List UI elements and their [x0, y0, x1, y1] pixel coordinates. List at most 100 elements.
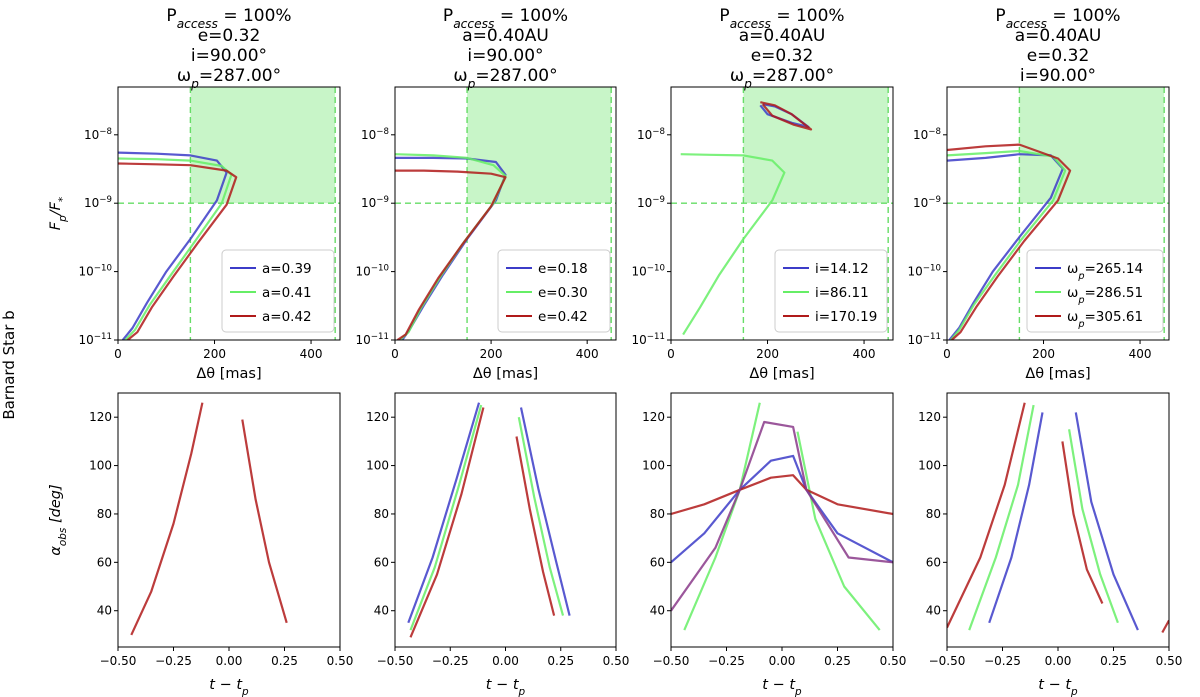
- y-tick-label: 120: [918, 410, 941, 424]
- series-line: [517, 416, 565, 616]
- series-line: [680, 153, 786, 336]
- legend: e=0.18 e=0.30 e=0.42: [497, 249, 611, 333]
- accessible-region: [743, 87, 889, 204]
- legend-box: [221, 249, 335, 333]
- legend-label: a=0.39: [262, 261, 312, 277]
- x-tick-label: −0.50: [100, 654, 137, 668]
- x-tick-label: 0.25: [547, 654, 574, 668]
- panel-bottom-3: −0.50 −0.25 0.00 0.25 0.50 40 60 80 100 120 t − tp: [642, 392, 906, 697]
- x-tick-label: 0: [391, 347, 399, 361]
- x-tick-label: 0.00: [769, 654, 796, 668]
- x-tick-label: 0: [943, 347, 951, 361]
- accessible-region: [467, 87, 612, 204]
- legend-label: ωp=286.51: [1067, 285, 1143, 306]
- x-tick-label: −0.25: [984, 654, 1021, 668]
- axes-frame: [117, 86, 341, 341]
- accessible-region: [1019, 87, 1165, 204]
- y-tick-label: 60: [97, 555, 112, 569]
- x-tick-label: −0.25: [155, 654, 192, 668]
- x-tick-label: 200: [1032, 347, 1055, 361]
- series-line: [515, 436, 556, 616]
- panel-title-line: Paccess = 100%: [995, 6, 1120, 31]
- axes-frame: [670, 86, 894, 341]
- series-line: [409, 404, 483, 631]
- series-line: [968, 404, 1035, 631]
- legend: ωp=265.14 ωp=286.51 ωp=305.61: [1026, 249, 1164, 333]
- y-tick-label: 10−10: [632, 264, 665, 279]
- y-tick-label: 10−8: [913, 127, 941, 142]
- legend-label: e=0.42: [538, 309, 588, 325]
- legend-label: a=0.42: [262, 309, 312, 325]
- accessible-region: [190, 87, 336, 204]
- legend-label: ωp=265.14: [1067, 261, 1143, 282]
- panel-title-line: e=0.32: [1027, 46, 1090, 66]
- series-line: [1061, 441, 1104, 604]
- legend-label: e=0.18: [538, 261, 588, 277]
- panel-bottom-1: −0.50 −0.25 0.00 0.25 0.50 40 60 80 100 120 t − tp…: [48, 392, 354, 697]
- series-line: [241, 419, 288, 624]
- y-tick-label: 60: [650, 555, 665, 569]
- row-label: Barnard Star b: [0, 310, 18, 419]
- series-line: [118, 157, 233, 340]
- y-tick-label: 80: [97, 507, 112, 521]
- y-tick-label: 10−9: [913, 195, 941, 210]
- x-tick-label: −0.25: [708, 654, 745, 668]
- y-tick-label: 120: [366, 410, 389, 424]
- y-tick-label: 10−9: [637, 195, 665, 210]
- axes-frame: [394, 86, 617, 341]
- x-axis-label: Δθ [mas]: [473, 366, 538, 382]
- series-line: [671, 454, 893, 564]
- y-tick-label: 100: [89, 459, 112, 473]
- legend-box: [774, 249, 888, 333]
- x-tick-label: 0: [667, 347, 675, 361]
- panel-title-line: Paccess = 100%: [166, 6, 291, 31]
- axes-frame: [394, 392, 617, 648]
- x-tick-label: 0.25: [1100, 654, 1127, 668]
- series-line: [395, 169, 507, 340]
- panel-title-line: a=0.40AU: [739, 26, 826, 46]
- panel-title-line: Paccess = 100%: [719, 6, 844, 31]
- x-axis-label: Δθ [mas]: [1025, 366, 1090, 382]
- legend-box: [1026, 249, 1164, 333]
- y-tick-label: 10−11: [908, 332, 941, 347]
- panel-title-line: ωp=287.00°: [453, 66, 557, 91]
- x-tick-label: −0.50: [653, 654, 690, 668]
- series-line: [1161, 619, 1169, 634]
- panel-title-line: i=90.00°: [467, 46, 543, 66]
- series-line: [407, 402, 481, 624]
- series-line: [1068, 429, 1119, 624]
- panel-bottom-2: −0.50 −0.25 0.00 0.25 0.50 40 60 80 100 120 t − tp: [366, 392, 629, 697]
- legend: a=0.39 a=0.41 a=0.42: [221, 249, 335, 333]
- x-axis-label: t − tp: [486, 677, 526, 697]
- series-line: [671, 474, 893, 516]
- y-tick-label: 10−8: [637, 127, 665, 142]
- y-tick-label: 120: [89, 410, 112, 424]
- y-tick-label: 100: [642, 459, 665, 473]
- y-tick-label: 10−9: [361, 195, 389, 210]
- series-line: [796, 431, 881, 631]
- y-tick-label: 10−10: [356, 264, 389, 279]
- x-axis-label: t − tp: [1038, 677, 1078, 697]
- x-tick-label: 0.50: [327, 654, 354, 668]
- axes-frame: [117, 392, 341, 648]
- panel-title-line: e=0.32: [751, 46, 814, 66]
- series-line: [683, 402, 761, 631]
- series-line: [947, 402, 1026, 629]
- series-line: [671, 420, 893, 612]
- y-tick-label: 10−11: [79, 332, 112, 347]
- y-tick-label: 10−11: [632, 332, 665, 347]
- x-tick-label: 0.00: [492, 654, 519, 668]
- series-line: [1074, 412, 1139, 631]
- x-tick-label: 0.00: [1045, 654, 1072, 668]
- y-tick-label: 10−8: [84, 127, 112, 142]
- panel-title-line: i=90.00°: [1020, 66, 1096, 86]
- x-tick-label: 0.50: [1156, 654, 1183, 668]
- y-tick-label: 80: [650, 507, 665, 521]
- panel-top-4: 0 200 400 10−11 10−10 10−9 10−8 Δθ [mas] Paccess…: [908, 6, 1170, 382]
- axes-frame: [946, 86, 1170, 341]
- series-line: [118, 151, 228, 340]
- legend-label: i=14.12: [815, 261, 869, 277]
- y-tick-label: 80: [374, 507, 389, 521]
- x-axis-label: Δθ [mas]: [196, 366, 261, 382]
